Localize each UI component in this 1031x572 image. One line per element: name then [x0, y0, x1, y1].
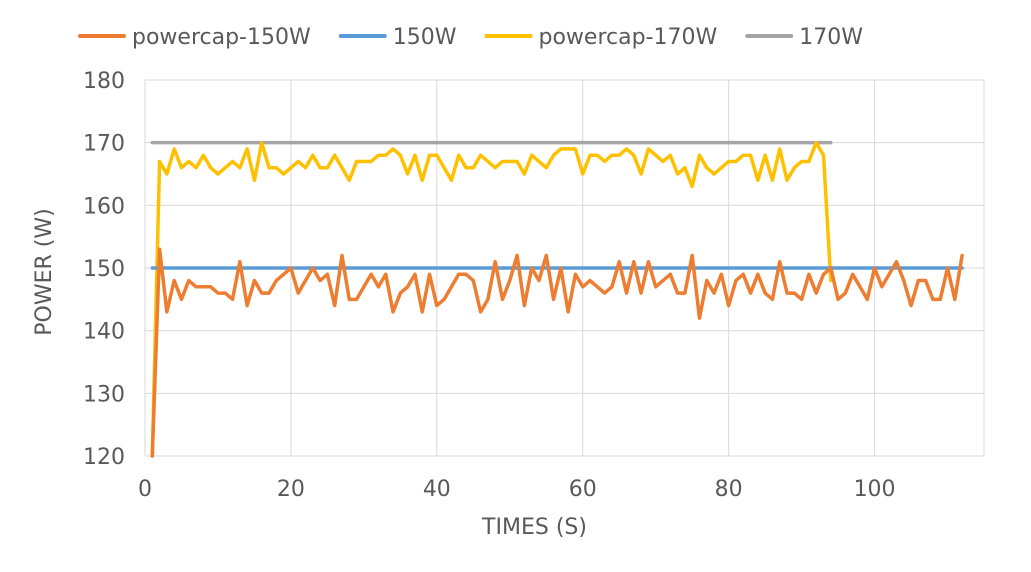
y-tick-label: 170	[83, 132, 125, 157]
x-tick-label: 100	[854, 477, 896, 502]
series-lines	[150, 140, 964, 458]
series-line-powercap-170w	[150, 140, 833, 458]
legend-label: powercap-150W	[132, 25, 311, 50]
y-tick-label: 140	[83, 320, 125, 345]
x-tick-label: 20	[277, 477, 305, 502]
legend-label: powercap-170W	[539, 25, 718, 50]
x-tick-label: 80	[715, 477, 743, 502]
legend-item: 150W	[338, 25, 457, 50]
x-tick-label: 40	[423, 477, 451, 502]
y-tick-label: 150	[83, 257, 125, 282]
y-tick-label: 130	[83, 382, 125, 407]
legend-item: powercap-150W	[78, 25, 311, 50]
legend-label: 150W	[393, 25, 457, 50]
x-tick-label: 0	[138, 477, 152, 502]
x-axis-title: TIMES (S)	[481, 515, 587, 540]
legend: powercap-150W 150W powercap-170W 170W	[78, 25, 863, 50]
legend-label: 170W	[799, 25, 863, 50]
y-tick-label: 180	[83, 69, 125, 94]
series-line-powercap-150w	[150, 247, 964, 458]
y-tick-label: 120	[83, 445, 125, 470]
y-tick-label: 160	[83, 194, 125, 219]
y-axis-title: POWER (W)	[32, 208, 57, 335]
legend-item: 170W	[745, 25, 863, 50]
tick-labels: 120 130 140 150 160 170 180 0 20 40 60 80 100	[83, 69, 896, 502]
legend-item: powercap-170W	[484, 25, 718, 50]
x-tick-label: 60	[569, 477, 597, 502]
